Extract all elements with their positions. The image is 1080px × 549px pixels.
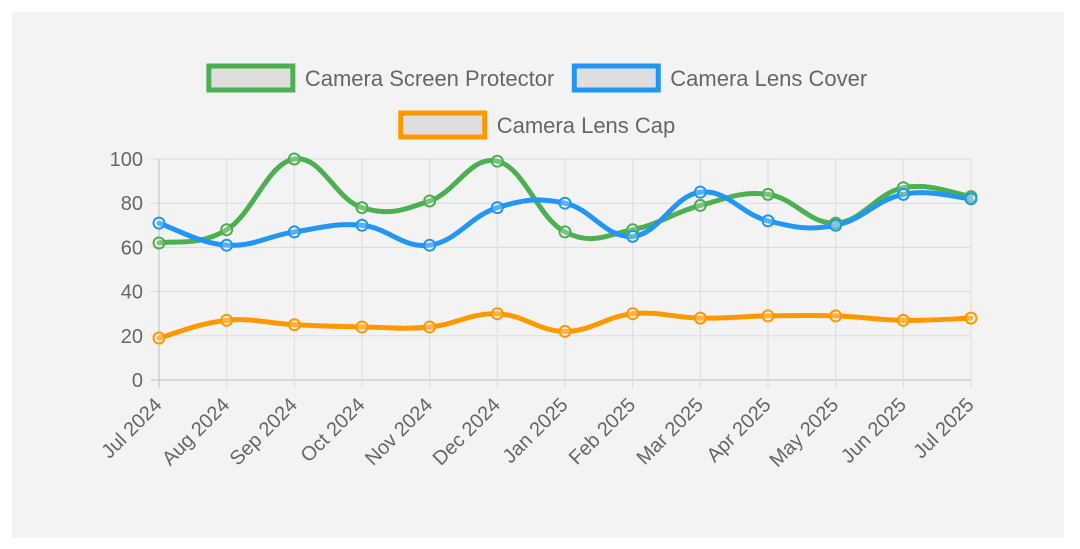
data-point[interactable] (220, 238, 234, 252)
y-tick-label: 100 (110, 149, 143, 171)
series-line-2 (156, 310, 974, 341)
y-tick-label: 40 (121, 282, 143, 304)
data-point[interactable] (693, 198, 707, 212)
data-point[interactable] (626, 307, 640, 321)
legend-item[interactable]: Camera Lens Cap (398, 110, 676, 140)
data-point[interactable] (287, 152, 301, 166)
data-point[interactable] (220, 313, 234, 327)
data-point[interactable] (355, 320, 369, 334)
x-tick-label: Sep 2024 (226, 394, 302, 470)
data-point[interactable] (220, 223, 234, 237)
legend-item[interactable]: Camera Screen Protector (206, 63, 554, 93)
data-point[interactable] (152, 216, 166, 230)
legend-swatch (398, 110, 488, 140)
data-point[interactable] (355, 201, 369, 215)
data-point[interactable] (761, 214, 775, 228)
x-tick-label: Feb 2025 (565, 394, 640, 469)
data-point[interactable] (896, 313, 910, 327)
line-chart: Camera Screen Protector Camera Lens Cover… (98, 63, 979, 472)
data-point[interactable] (152, 236, 166, 250)
data-point[interactable] (152, 331, 166, 345)
data-point[interactable] (964, 192, 978, 206)
y-tick-label: 80 (121, 193, 143, 215)
data-point[interactable] (423, 320, 437, 334)
legend-label: Camera Lens Cap (497, 113, 676, 138)
x-tick-label: Jul 2025 (910, 394, 979, 463)
legend-swatch (571, 63, 661, 93)
data-point[interactable] (693, 311, 707, 325)
legend-swatch (206, 63, 296, 93)
data-point[interactable] (693, 185, 707, 199)
data-point[interactable] (761, 187, 775, 201)
data-point[interactable] (490, 201, 504, 215)
data-point[interactable] (964, 311, 978, 325)
x-tick-label: Aug 2024 (158, 394, 234, 470)
data-point[interactable] (355, 218, 369, 232)
chart-card: Camera Screen Protector Camera Lens Cover… (12, 12, 1064, 538)
y-tick-label: 60 (121, 237, 143, 259)
data-point[interactable] (287, 225, 301, 239)
data-point[interactable] (423, 194, 437, 208)
data-point[interactable] (558, 324, 572, 338)
x-tick-label: Mar 2025 (633, 394, 708, 469)
data-point[interactable] (761, 309, 775, 323)
data-point[interactable] (287, 318, 301, 332)
series-lines (156, 156, 974, 341)
legend-label: Camera Lens Cover (670, 66, 867, 91)
data-point[interactable] (896, 187, 910, 201)
data-point[interactable] (423, 238, 437, 252)
x-tick-label: Nov 2024 (361, 394, 437, 470)
legend-label: Camera Screen Protector (305, 66, 554, 91)
y-tick-label: 0 (132, 370, 143, 392)
data-point[interactable] (829, 218, 843, 232)
grid (151, 158, 972, 388)
data-point[interactable] (626, 229, 640, 243)
series-line-1 (156, 189, 974, 249)
y-axis: 0 20 40 60 80 100 (110, 149, 143, 392)
data-point[interactable] (490, 307, 504, 321)
x-tick-label: Jun 2025 (837, 394, 911, 468)
series-points (152, 152, 978, 345)
x-tick-label: Oct 2024 (297, 394, 370, 467)
x-tick-label: May 2025 (766, 394, 844, 472)
data-point[interactable] (558, 225, 572, 239)
x-tick-label: Jan 2025 (499, 394, 573, 468)
legend-item[interactable]: Camera Lens Cover (571, 63, 867, 93)
data-point[interactable] (829, 309, 843, 323)
x-tick-label: Dec 2024 (429, 394, 505, 470)
y-tick-label: 20 (121, 326, 143, 348)
legend: Camera Screen Protector Camera Lens Cover… (206, 63, 867, 140)
x-tick-label: Jul 2024 (98, 394, 167, 463)
data-point[interactable] (490, 154, 504, 168)
data-point[interactable] (558, 196, 572, 210)
